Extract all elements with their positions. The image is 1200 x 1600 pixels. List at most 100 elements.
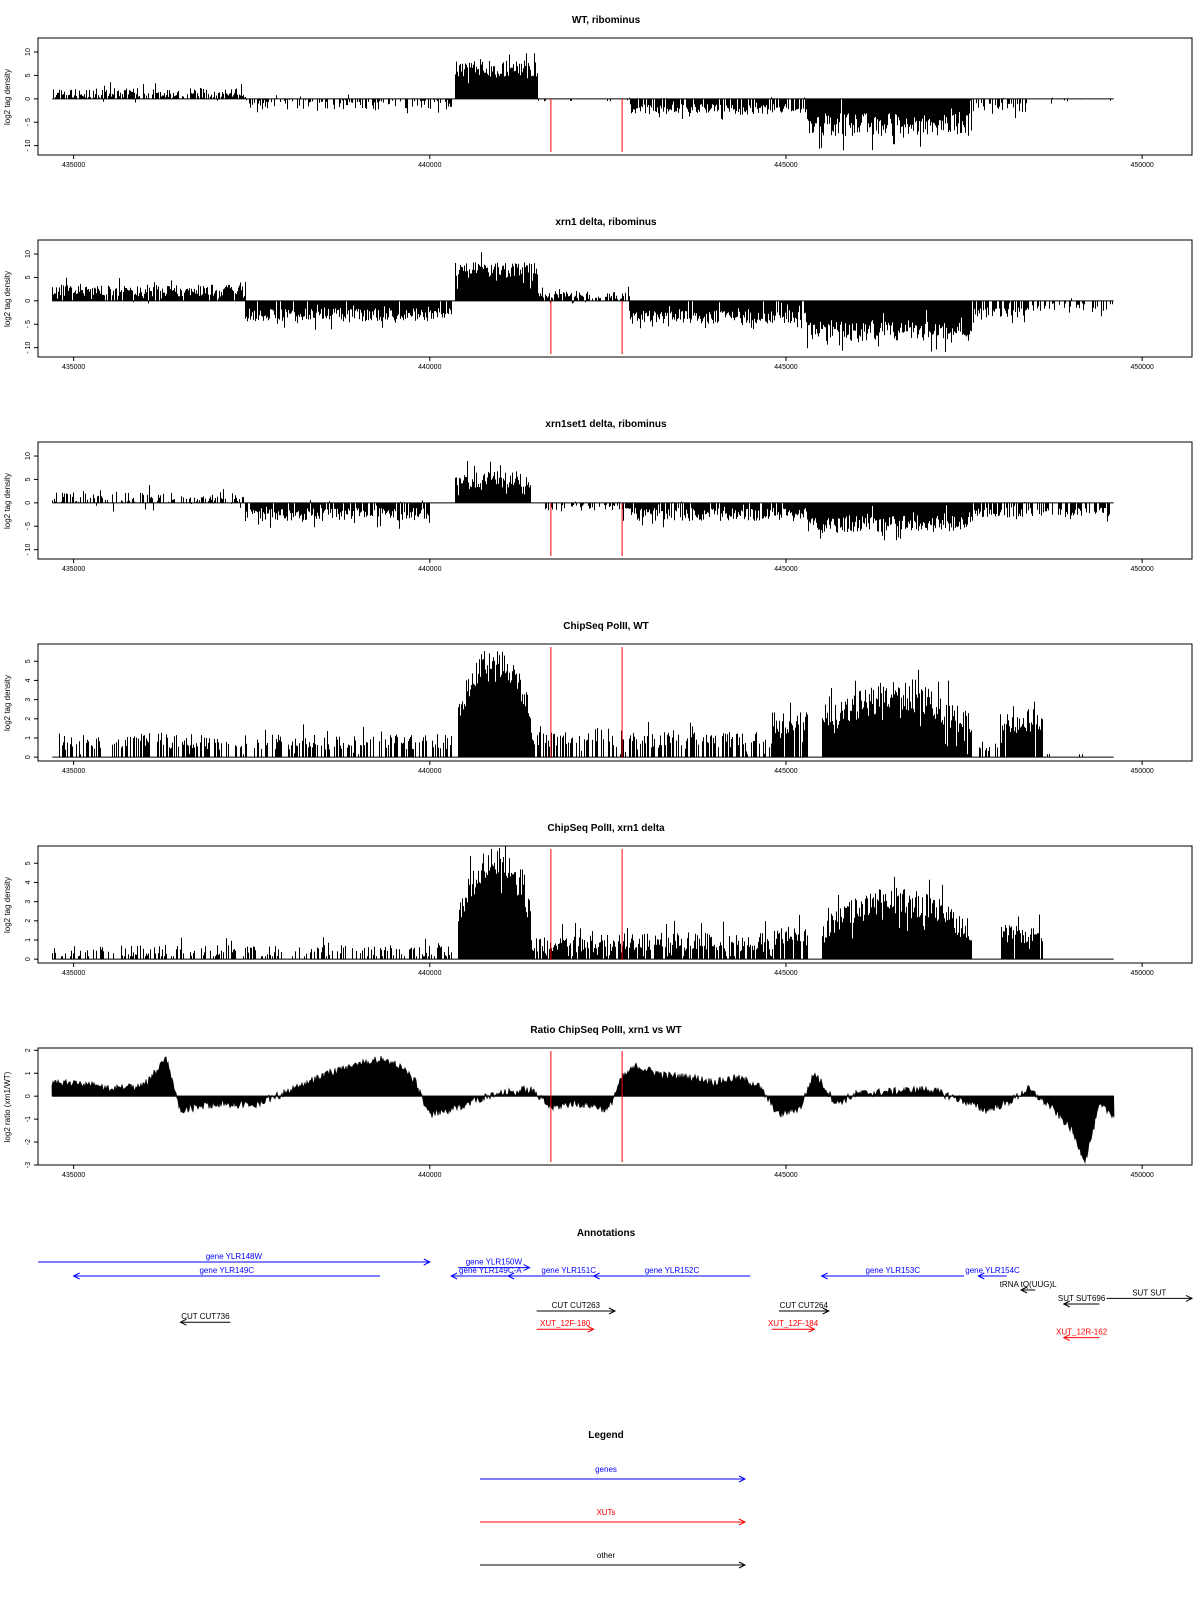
annotations-title: Annotations — [577, 1228, 636, 1239]
series-bars — [51, 1056, 1115, 1165]
plot-frame — [37, 441, 1193, 560]
y-tick-label: - 10 — [25, 342, 32, 354]
x-tick-label: 435000 — [62, 1172, 85, 1179]
x-tick-label: 435000 — [62, 970, 85, 977]
annotation-feature: gene YLR149C — [72, 1266, 380, 1280]
feature-arrowhead — [1062, 1334, 1071, 1342]
panel-ratio: -3 -2 -1 0 1 2 435000 440000 445000 450000 — [25, 1047, 1193, 1179]
y-tick-label: 5 — [25, 659, 32, 663]
x-tick-label: 445000 — [774, 364, 797, 371]
y-tick-label: 2 — [25, 1048, 32, 1052]
x-tick-label: 445000 — [774, 162, 797, 169]
y-tick-label: -2 — [25, 1139, 32, 1145]
x-tick-label: 440000 — [418, 970, 441, 977]
legend-arrowhead — [738, 1561, 747, 1569]
x-tick-label: 445000 — [774, 566, 797, 573]
legend-label-genes: genes — [595, 1465, 617, 1474]
x-tick-label: 450000 — [1130, 970, 1153, 977]
ylabel-ratio: log2 ratio (xrn1/WT) — [3, 1071, 12, 1142]
x-tick-label: 435000 — [62, 364, 85, 371]
panel-title-xrn1: xrn1 delta, ribominus — [555, 217, 657, 228]
x-tick-label: 440000 — [418, 364, 441, 371]
legend-label-xuts: XUTs — [596, 1508, 615, 1517]
feature-arrowhead — [1019, 1286, 1028, 1294]
feature-arrowhead — [423, 1258, 431, 1266]
y-tick-label: 0 — [25, 501, 32, 505]
panel-title-pol-wt: ChipSeq PolII, WT — [563, 621, 649, 632]
series-bars — [53, 53, 1111, 151]
y-tick-label: 10 — [25, 250, 32, 258]
y-tick-label: 4 — [25, 678, 32, 682]
y-tick-label: - 10 — [25, 544, 32, 556]
signal-bars — [52, 461, 1110, 541]
feature-label: gene YLR148W — [206, 1252, 263, 1261]
feature-arrowhead — [1185, 1294, 1194, 1302]
feature-arrowhead — [450, 1272, 458, 1280]
y-tick-label: 0 — [25, 1094, 32, 1098]
legend-label-other: other — [597, 1551, 616, 1560]
y-tick-label: 4 — [25, 880, 32, 884]
panel-title-pol-xrn1: ChipSeq PolII, xrn1 delta — [547, 823, 665, 834]
x-tick-label: 445000 — [774, 1172, 797, 1179]
panel-wt: - 10 - 5 0 5 10 435000 440000 445000 450000 — [25, 37, 1193, 169]
annotation-feature: gene YLR152C — [592, 1266, 751, 1280]
legend-arrowhead — [738, 1518, 747, 1526]
feature-label: tRNA tQ(UUG)L — [1000, 1280, 1057, 1289]
plot-frame — [37, 1047, 1193, 1166]
y-tick-label: 5 — [25, 861, 32, 865]
feature-arrowhead — [592, 1272, 600, 1280]
feature-label: SUT SUT696 — [1058, 1294, 1106, 1303]
legend-track — [480, 1475, 747, 1569]
signal-bars — [53, 53, 1111, 151]
plot-frame — [37, 239, 1193, 358]
panel-xrn1: - 10 - 5 0 5 10 435000 440000 445000 450000 — [25, 239, 1193, 371]
feature-arrowhead — [820, 1272, 828, 1280]
y-tick-label: 0 — [25, 755, 32, 759]
panel-pol_wt: 0 1 2 3 4 5 435000 440000 445000 450000 — [25, 643, 1193, 775]
feature-label: gene YLR149C — [199, 1266, 254, 1275]
feature-arrowhead — [179, 1318, 187, 1326]
feature-label: SUT SUT — [1132, 1288, 1166, 1297]
ylabel-wt: log2 tag density — [3, 69, 12, 125]
y-tick-label: 1 — [25, 1071, 32, 1075]
series-bars — [52, 846, 1043, 960]
annotation-feature: CUT CUT264 — [778, 1301, 830, 1315]
feature-label: gene YLR153C — [866, 1266, 921, 1275]
signal-bars — [59, 651, 1083, 758]
panel-title-xrn1set1: xrn1set1 delta, ribominus — [545, 419, 667, 430]
plot-frame — [37, 37, 1193, 156]
ylabel-xrn1set1: log2 tag density — [3, 473, 12, 529]
plot-frame — [37, 845, 1193, 964]
x-tick-label: 450000 — [1130, 1172, 1153, 1179]
feature-label: XUT_12R-162 — [1056, 1328, 1108, 1337]
y-tick-label: 5 — [25, 73, 32, 77]
x-tick-label: 450000 — [1130, 364, 1153, 371]
feature-label: XUT_12F-184 — [768, 1319, 819, 1328]
y-tick-label: 10 — [25, 452, 32, 460]
x-tick-label: 450000 — [1130, 566, 1153, 573]
y-tick-label: -3 — [25, 1162, 32, 1168]
feature-label: XUT_12F-180 — [540, 1319, 591, 1328]
y-tick-label: -1 — [25, 1116, 32, 1122]
y-tick-label: - 10 — [25, 140, 32, 152]
y-tick-label: 0 — [25, 957, 32, 961]
panel-title-wt: WT, ribominus — [572, 15, 641, 26]
legend-arrowhead — [738, 1475, 747, 1483]
ylabel-xrn1: log2 tag density — [3, 271, 12, 327]
feature-arrowhead — [587, 1325, 595, 1333]
x-tick-label: 440000 — [418, 566, 441, 573]
annotation-feature: XUT_12F-180 — [536, 1319, 595, 1333]
feature-label: CUT CUT264 — [780, 1301, 829, 1310]
feature-arrowhead — [1062, 1300, 1071, 1308]
x-tick-label: 435000 — [62, 162, 85, 169]
y-tick-label: 10 — [25, 48, 32, 56]
y-tick-label: 2 — [25, 919, 32, 923]
x-tick-label: 435000 — [62, 566, 85, 573]
y-tick-label: - 5 — [25, 320, 32, 328]
panel-pol_xrn1: 0 1 2 3 4 5 435000 440000 445000 450000 — [25, 845, 1193, 977]
x-tick-label: 440000 — [418, 1172, 441, 1179]
feature-arrowhead — [808, 1325, 816, 1333]
